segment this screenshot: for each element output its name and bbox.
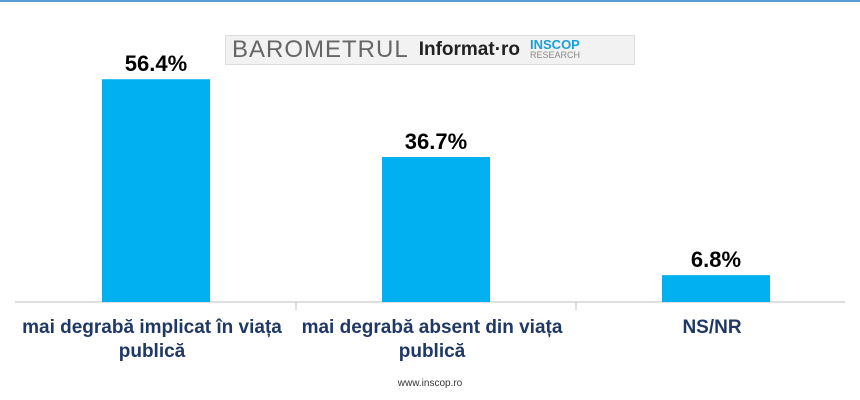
- logo-brand: INSCOP RESEARCH: [530, 37, 581, 61]
- category-label: mai degrabă absent din viața publică: [301, 317, 563, 362]
- value-label: 56.4%: [125, 51, 187, 76]
- category-label: NS/NR: [682, 317, 742, 338]
- value-label: 6.8%: [691, 247, 741, 272]
- value-label: 36.7%: [405, 129, 467, 154]
- bar: [382, 157, 490, 302]
- logo-barometer: BAROMETRUL: [232, 36, 409, 63]
- logo-brand-name: INSCOP: [530, 37, 580, 52]
- bar: [662, 275, 770, 302]
- logo: BAROMETRUL Informat·ro INSCOP RESEARCH: [225, 35, 635, 65]
- logo-brand-sub: RESEARCH: [530, 50, 581, 60]
- logo-partner: Informat·ro: [418, 39, 521, 60]
- bar: [102, 79, 210, 302]
- footer: www.inscop.ro: [397, 378, 463, 389]
- category-label: mai degrabă implicat în viața publică: [22, 317, 282, 362]
